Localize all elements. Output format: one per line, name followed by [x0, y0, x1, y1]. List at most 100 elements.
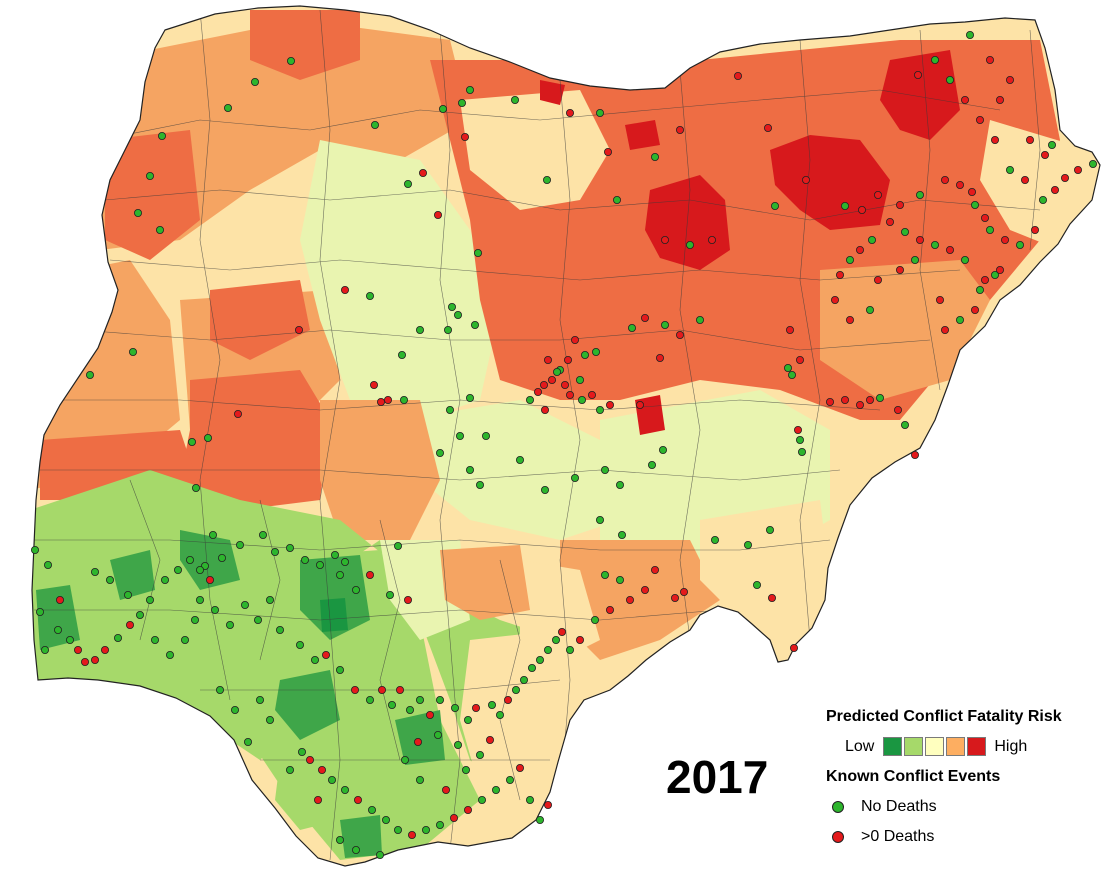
event-nonfatal-marker — [911, 255, 920, 264]
event-nonfatal-marker — [223, 104, 232, 113]
event-fatal-marker — [463, 806, 472, 815]
event-nonfatal-marker — [230, 706, 239, 715]
event-fatal-marker — [1031, 225, 1040, 234]
event-nonfatal-marker — [526, 395, 535, 404]
event-nonfatal-marker — [255, 696, 264, 705]
event-nonfatal-marker — [393, 542, 402, 551]
event-nonfatal-marker — [1006, 165, 1015, 174]
event-fatal-marker — [541, 405, 550, 414]
event-fatal-marker — [894, 405, 903, 414]
event-nonfatal-marker — [473, 248, 482, 257]
event-fatal-marker — [433, 210, 442, 219]
event-nonfatal-marker — [457, 99, 466, 108]
event-fatal-marker — [369, 380, 378, 389]
risk-swatch-4 — [946, 737, 966, 756]
event-nonfatal-marker — [433, 731, 442, 740]
event-nonfatal-marker — [367, 806, 376, 815]
event-fatal-marker — [353, 796, 362, 805]
event-fatal-marker — [626, 596, 635, 605]
event-fatal-marker — [961, 96, 970, 105]
event-nonfatal-marker — [510, 96, 519, 105]
event-fatal-marker — [571, 335, 580, 344]
event-fatal-marker — [976, 116, 985, 125]
event-fatal-marker — [768, 594, 777, 603]
event-fatal-marker — [403, 596, 412, 605]
event-nonfatal-marker — [961, 255, 970, 264]
event-fatal-marker — [946, 245, 955, 254]
event-fatal-marker — [1061, 173, 1070, 182]
region-sokoto-north — [250, 10, 360, 80]
event-nonfatal-marker — [36, 608, 45, 617]
event-fatal-marker — [305, 756, 314, 765]
region-adamawa — [820, 260, 990, 400]
event-nonfatal-marker — [505, 776, 514, 785]
event-fatal-marker — [914, 71, 923, 80]
event-fatal-marker — [796, 355, 805, 364]
event-nonfatal-marker — [475, 751, 484, 760]
event-nonfatal-marker — [447, 302, 456, 311]
event-nonfatal-marker — [385, 591, 394, 600]
event-nonfatal-marker — [686, 240, 695, 249]
event-fatal-marker — [503, 696, 512, 705]
risk-swatch-1 — [883, 737, 903, 756]
region-rivers — [340, 815, 382, 858]
event-nonfatal-marker — [1039, 195, 1048, 204]
event-fatal-marker — [471, 704, 480, 713]
event-nonfatal-marker — [240, 601, 249, 610]
event-nonfatal-marker — [300, 556, 309, 565]
region-kano — [460, 90, 610, 210]
event-nonfatal-marker — [145, 596, 154, 605]
event-fatal-marker — [846, 315, 855, 324]
event-nonfatal-marker — [415, 325, 424, 334]
event-nonfatal-marker — [601, 571, 610, 580]
event-nonfatal-marker — [435, 448, 444, 457]
event-nonfatal-marker — [463, 716, 472, 725]
event-nonfatal-marker — [375, 851, 384, 860]
event-nonfatal-marker — [465, 86, 474, 95]
event-nonfatal-marker — [901, 420, 910, 429]
event-fatal-marker — [425, 711, 434, 720]
no-deaths-label: No Deaths — [861, 798, 937, 815]
event-nonfatal-marker — [217, 554, 226, 563]
event-nonfatal-marker — [651, 152, 660, 161]
event-nonfatal-marker — [210, 606, 219, 615]
event-nonfatal-marker — [788, 370, 797, 379]
map-legend: Predicted Conflict Fatality Risk Low Hig… — [826, 708, 1106, 846]
event-fatal-marker — [540, 380, 549, 389]
event-nonfatal-marker — [415, 696, 424, 705]
event-nonfatal-marker — [30, 546, 39, 555]
event-nonfatal-marker — [399, 395, 408, 404]
event-fatal-marker — [826, 397, 835, 406]
event-fatal-marker — [636, 400, 645, 409]
event-nonfatal-marker — [114, 634, 123, 643]
risk-swatch-5 — [967, 737, 987, 756]
event-fatal-marker — [317, 766, 326, 775]
region-ekiti — [320, 598, 348, 632]
event-nonfatal-marker — [946, 76, 955, 85]
event-nonfatal-marker — [916, 190, 925, 199]
event-nonfatal-marker — [659, 445, 668, 454]
event-nonfatal-marker — [841, 201, 850, 210]
event-nonfatal-marker — [330, 551, 339, 560]
event-fatal-marker — [886, 217, 895, 226]
event-fatal-marker — [858, 205, 867, 214]
event-nonfatal-marker — [150, 636, 159, 645]
event-nonfatal-marker — [901, 227, 910, 236]
region-cross-river — [520, 560, 600, 660]
event-nonfatal-marker — [195, 596, 204, 605]
event-nonfatal-marker — [86, 370, 95, 379]
event-nonfatal-marker — [601, 465, 610, 474]
risk-swatch-2 — [904, 737, 924, 756]
event-fatal-marker — [941, 325, 950, 334]
region-kwara — [180, 370, 330, 510]
event-fatal-marker — [1041, 150, 1050, 159]
event-nonfatal-marker — [461, 766, 470, 775]
event-nonfatal-marker — [465, 465, 474, 474]
event-nonfatal-marker — [1048, 140, 1057, 149]
hotspot-katsina — [540, 80, 565, 105]
event-nonfatal-marker — [365, 696, 374, 705]
event-nonfatal-marker — [591, 616, 600, 625]
event-nonfatal-marker — [243, 738, 252, 747]
event-nonfatal-marker — [581, 350, 590, 359]
event-nonfatal-marker — [340, 786, 349, 795]
